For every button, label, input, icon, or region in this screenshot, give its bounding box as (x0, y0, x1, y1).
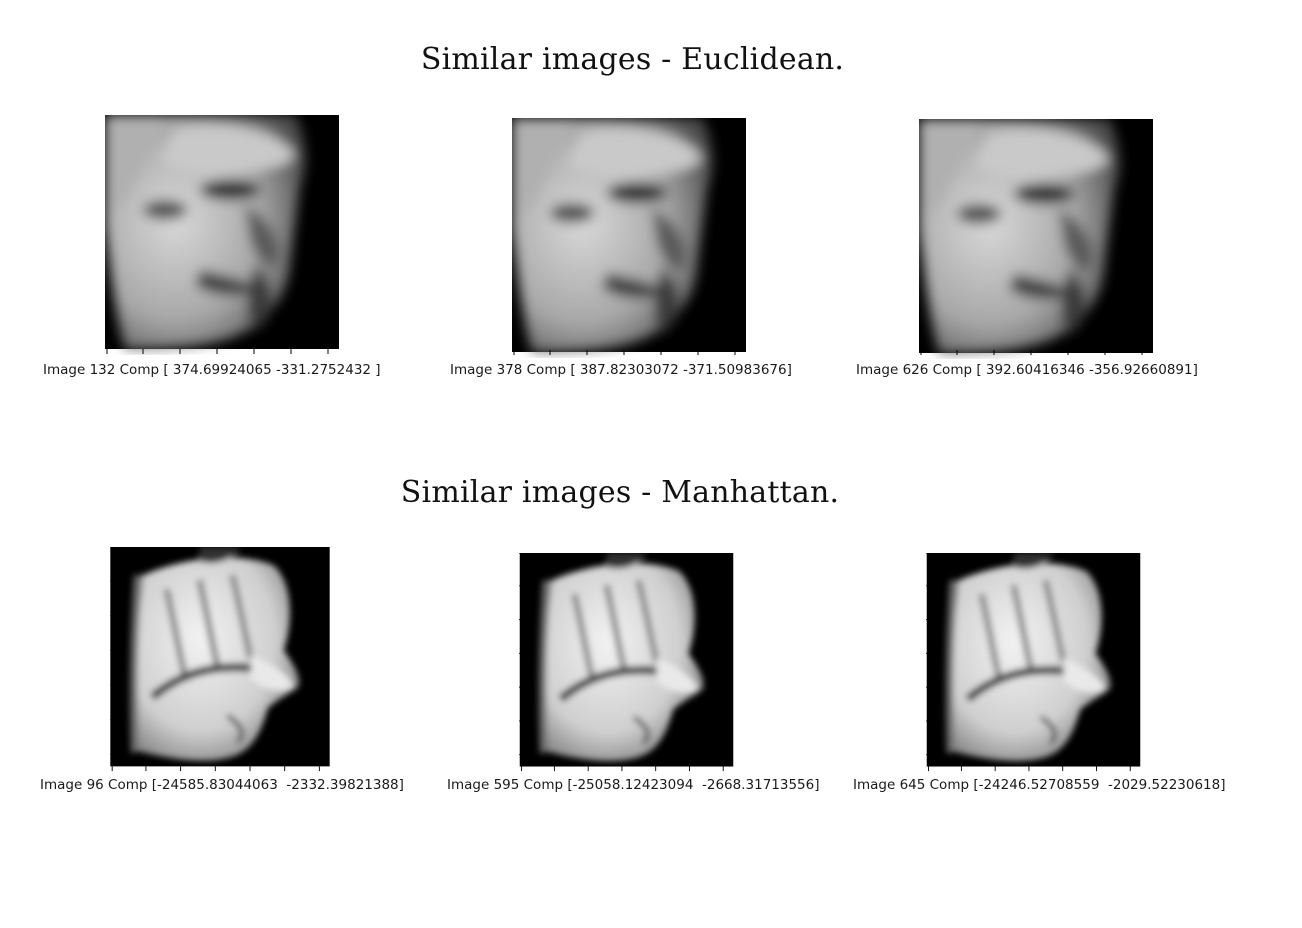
manhattan-image-3 (926, 553, 1141, 772)
euclidean-caption-3: Image 626 Comp [ 392.60416346 -356.92660… (856, 362, 1198, 378)
euclidean-caption-1: Image 132 Comp [ 374.69924065 -331.27524… (43, 362, 381, 378)
manhattan-image-1 (110, 547, 330, 772)
manhattan-title: Similar images - Manhattan. (400, 475, 840, 510)
euclidean-caption-2: Image 378 Comp [ 387.82303072 -371.50983… (450, 362, 792, 378)
manhattan-caption-2: Image 595 Comp [-25058.12423094 -2668.31… (447, 777, 820, 793)
euclidean-title: Similar images - Euclidean. (420, 42, 845, 77)
euclidean-image-2 (512, 118, 746, 358)
manhattan-image-2 (519, 553, 734, 772)
manhattan-caption-3: Image 645 Comp [-24246.52708559 -2029.52… (853, 777, 1226, 793)
manhattan-caption-1: Image 96 Comp [-24585.83044063 -2332.398… (40, 777, 404, 793)
euclidean-image-3 (919, 119, 1153, 359)
euclidean-image-1 (105, 115, 339, 355)
